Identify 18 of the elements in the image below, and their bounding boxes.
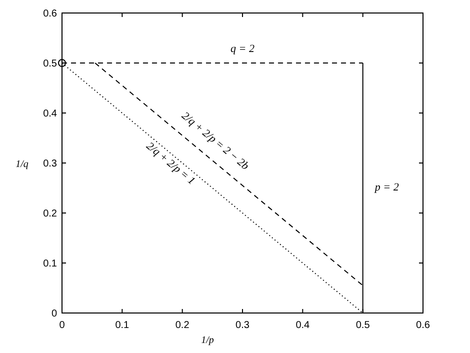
y-tick-label: 0.3 (43, 158, 58, 170)
x-tick-label: 0 (59, 320, 66, 331)
y-tick-label: 0.5 (43, 58, 58, 70)
y-tick-label: 0.1 (43, 258, 58, 270)
x-axis-title: 1/p (201, 335, 214, 346)
y-tick-label: 0.4 (43, 108, 58, 120)
x-tick-label: 0.4 (296, 320, 310, 331)
y-tick-label: 0.2 (43, 208, 58, 220)
y-tick-label: 0.6 (43, 8, 58, 20)
x-tick-label: 0.2 (175, 320, 190, 331)
x-tick-label: 0.6 (416, 320, 430, 331)
annotation: p = 2 (374, 182, 400, 194)
annotation: q = 2 (230, 43, 255, 56)
y-axis-title: 1/q (16, 159, 28, 170)
x-tick-label: 0.3 (236, 320, 250, 331)
y-tick-label: 0 (51, 308, 58, 320)
x-tick-label: 0.1 (115, 320, 130, 331)
x-tick-label: 0.5 (356, 320, 370, 331)
